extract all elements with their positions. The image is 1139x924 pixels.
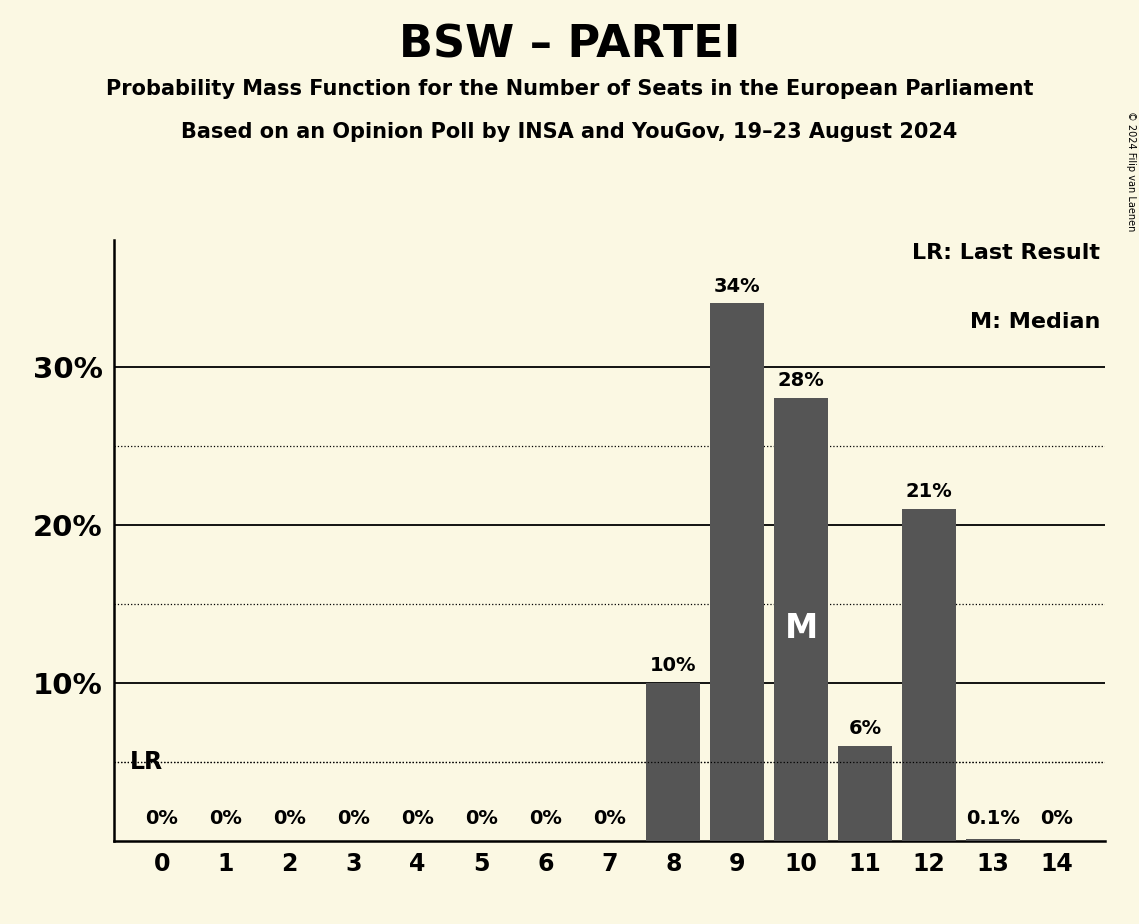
Text: 28%: 28% bbox=[778, 371, 825, 390]
Bar bbox=[902, 509, 956, 841]
Bar bbox=[646, 683, 700, 841]
Bar bbox=[775, 398, 828, 841]
Text: 34%: 34% bbox=[714, 276, 761, 296]
Text: 0.1%: 0.1% bbox=[966, 809, 1019, 828]
Text: Probability Mass Function for the Number of Seats in the European Parliament: Probability Mass Function for the Number… bbox=[106, 79, 1033, 99]
Text: 10%: 10% bbox=[650, 656, 697, 675]
Text: 0%: 0% bbox=[273, 809, 306, 828]
Text: © 2024 Filip van Laenen: © 2024 Filip van Laenen bbox=[1126, 111, 1136, 231]
Text: LR: LR bbox=[130, 749, 163, 773]
Text: Based on an Opinion Poll by INSA and YouGov, 19–23 August 2024: Based on an Opinion Poll by INSA and You… bbox=[181, 122, 958, 142]
Text: 0%: 0% bbox=[593, 809, 625, 828]
Text: 0%: 0% bbox=[465, 809, 498, 828]
Text: 0%: 0% bbox=[337, 809, 370, 828]
Text: 0%: 0% bbox=[1040, 809, 1073, 828]
Text: 0%: 0% bbox=[528, 809, 562, 828]
Text: 0%: 0% bbox=[210, 809, 243, 828]
Text: M: Median: M: Median bbox=[969, 312, 1100, 333]
Text: 0%: 0% bbox=[401, 809, 434, 828]
Text: BSW – PARTEI: BSW – PARTEI bbox=[399, 23, 740, 67]
Bar bbox=[710, 303, 764, 841]
Text: LR: Last Result: LR: Last Result bbox=[912, 243, 1100, 263]
Text: 6%: 6% bbox=[849, 719, 882, 738]
Text: 21%: 21% bbox=[906, 482, 952, 501]
Text: M: M bbox=[785, 612, 818, 645]
Bar bbox=[966, 839, 1021, 841]
Bar bbox=[838, 746, 892, 841]
Text: 0%: 0% bbox=[146, 809, 179, 828]
